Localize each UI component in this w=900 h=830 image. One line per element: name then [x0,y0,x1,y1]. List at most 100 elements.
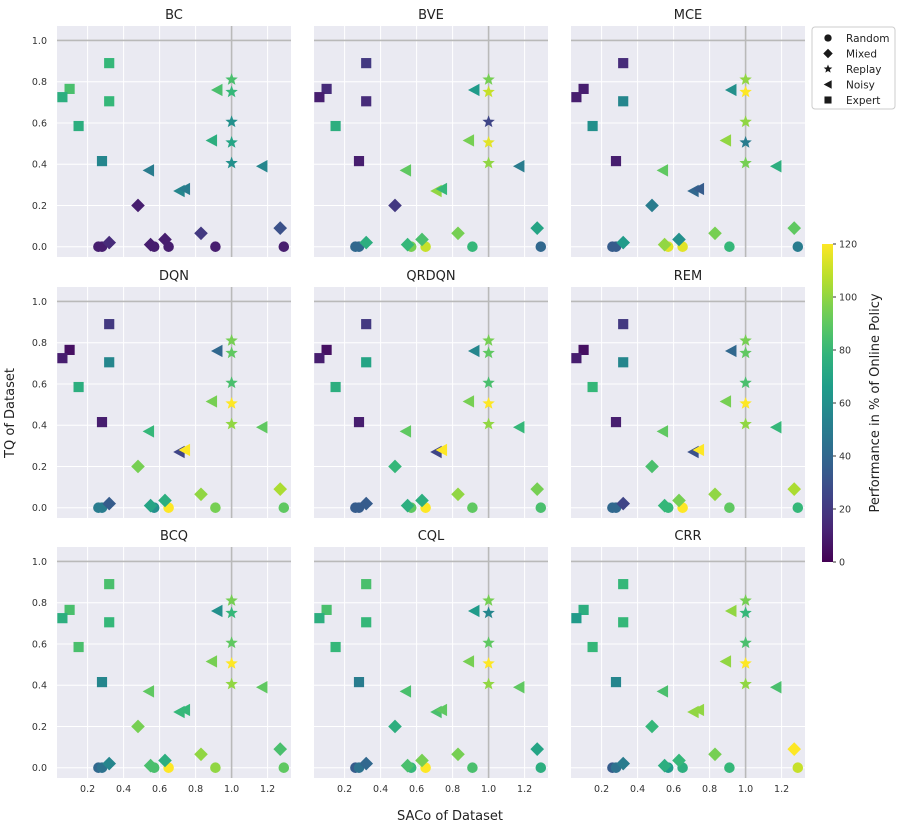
colorbar-tick-label: 60 [839,399,851,410]
data-point-square [104,58,115,69]
data-point-star [225,657,238,669]
x-tick-label: 0.2 [80,784,95,795]
data-point-circle [210,762,221,773]
data-point-star [225,73,238,85]
y-tick-label: 0.8 [32,338,47,349]
y-tick-label: 0.0 [32,503,47,514]
data-point-triangle-left [719,655,732,668]
data-point-star [739,636,752,649]
y-tick-label: 0.2 [32,201,47,212]
data-point-diamond [787,742,802,756]
data-point-triangle-left [205,134,218,147]
data-point-diamond [645,459,659,474]
data-point-square [57,92,68,103]
data-point-diamond [451,487,465,502]
data-point-square [610,417,622,428]
data-point-circle [467,762,478,773]
x-tick-label: 1.2 [260,784,275,795]
data-point-diamond [131,198,145,213]
data-point-diamond [672,753,686,768]
data-point-star [225,636,238,649]
data-point-triangle-left [692,182,705,196]
data-point-star [482,376,495,389]
data-point-square [321,604,332,615]
data-point-circle [792,762,804,773]
data-point-triangle-left [719,134,732,147]
data-point-triangle-left [719,395,732,408]
data-point-square [57,353,68,364]
data-point-circle [535,502,547,513]
data-point-triangle-left [656,685,669,698]
legend-label: Mixed [846,49,877,61]
data-point-square [361,58,372,69]
data-point-star [225,156,238,169]
data-point-square [96,156,108,167]
data-point-star [739,677,752,690]
data-point-star [482,397,495,409]
plot-area [571,287,805,518]
data-point-circle [724,502,735,513]
y-tick-label: 0.0 [32,763,47,774]
plot-area [57,287,291,518]
subplot-title: MCE [674,8,703,23]
colorbar-tick-label: 40 [839,452,851,463]
data-point-triangle-left [725,83,737,97]
data-point-square [618,96,629,107]
data-point-star [739,657,752,669]
data-point-square [353,156,365,167]
y-tick-label: 0.6 [32,639,47,650]
data-point-star [482,85,495,98]
data-point-square [64,83,75,94]
subplot-qrdqn: QRDQN [314,269,548,518]
data-point-star [739,85,752,98]
data-point-star [739,73,752,85]
data-point-star [225,376,238,389]
y-tick-label: 1.0 [32,297,47,308]
y-axis-label: TQ of Dataset [3,368,18,459]
legend-triangle-left-icon [823,80,832,89]
colorbar-tick-label: 120 [839,240,857,251]
data-point-star [739,346,752,359]
data-point-diamond [102,235,117,250]
data-point-star [225,85,238,98]
data-point-circle [724,762,735,773]
data-point-diamond [708,487,722,502]
data-point-circle [535,762,547,773]
data-point-diamond [273,742,288,756]
data-point-square [353,677,365,688]
colorbar-tick-label: 0 [839,558,845,569]
data-point-diamond [708,226,722,241]
data-point-square [57,613,68,624]
subplot-title: DQN [159,269,189,284]
subplot-bc: 0.0 0.2 0.4 0.6 0.8 1.0 BC [32,8,291,257]
plot-area [571,547,805,778]
data-point-star [225,594,238,606]
data-point-diamond [388,459,402,474]
data-point-square [104,319,115,330]
data-point-star [482,636,495,649]
subplot-title: CQL [418,529,445,544]
data-point-diamond [273,221,288,235]
subplot-title: BCQ [160,529,188,544]
data-point-square [314,92,325,103]
data-point-diamond [616,756,631,771]
data-point-diamond [530,221,545,235]
data-point-circle [467,502,478,513]
data-point-square [321,83,332,94]
plot-area [314,547,548,778]
legend-box [811,26,896,110]
x-tick-label: 0.8 [445,784,460,795]
x-tick-label: 0.4 [116,784,131,795]
x-tick-label: 0.6 [409,784,424,795]
data-point-diamond [616,496,631,511]
data-point-diamond [158,753,172,768]
colorbar-tick-label: 100 [839,293,857,304]
data-point-triangle-left [211,83,223,97]
data-point-star [225,417,238,430]
data-point-square [64,604,75,615]
data-point-diamond [672,232,686,247]
data-point-circle [792,502,804,513]
data-point-triangle-left [142,164,155,177]
y-tick-label: 0.2 [32,462,47,473]
data-point-diamond [143,758,158,773]
